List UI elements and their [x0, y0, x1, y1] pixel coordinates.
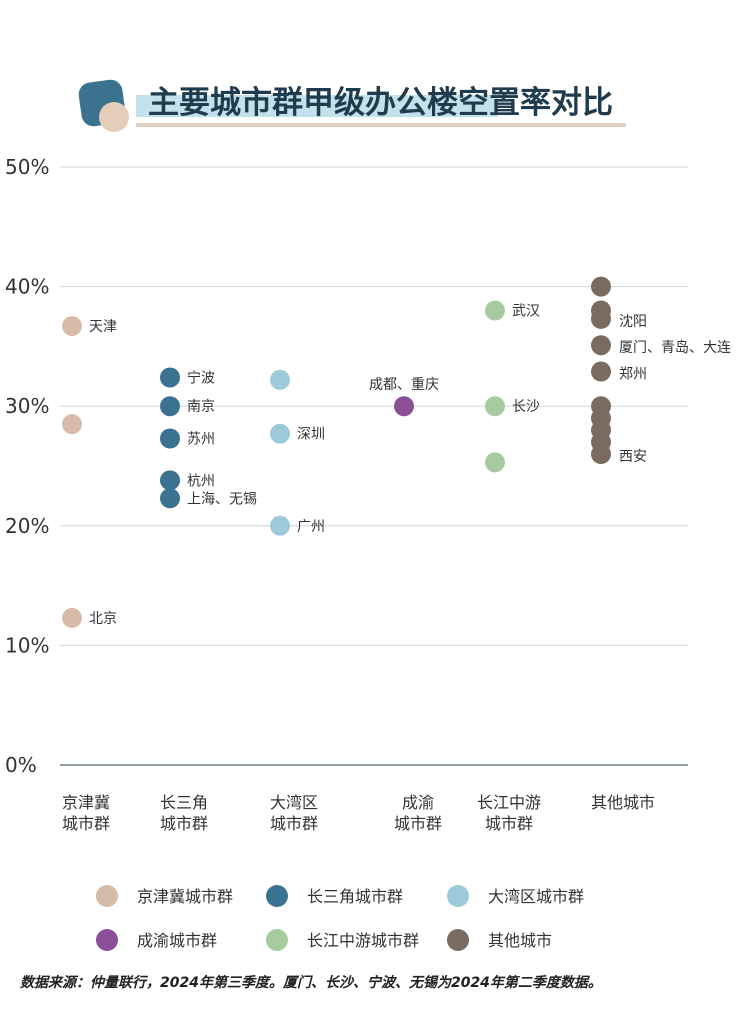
point-0-1: [62, 414, 82, 435]
point-0-0: [62, 316, 82, 337]
point-2-1: [270, 423, 290, 444]
legend-swatch-4: [266, 929, 288, 951]
point-label-2-2: 广州: [297, 519, 325, 535]
legend-label-4: 长江中游城市群: [307, 931, 419, 950]
point-label-5-2: 沈阳: [619, 314, 647, 330]
category-label-4-0: 长江中游: [477, 793, 541, 812]
legend-label-1: 长三角城市群: [307, 887, 403, 906]
y-axis: 0% 10% 20% 30% 40% 50%: [5, 155, 49, 777]
legend-label-5: 其他城市: [488, 931, 552, 950]
point-label-2-1: 深圳: [297, 427, 325, 443]
legend-swatch-3: [96, 929, 118, 951]
y-tick-label-4: 40%: [5, 275, 49, 299]
point-label-4-0: 武汉: [512, 304, 540, 320]
point-label-5-4: 郑州: [619, 367, 647, 383]
category-label-1-1: 城市群: [160, 814, 208, 833]
point-2-2: [270, 515, 290, 536]
point-1-3: [160, 470, 180, 491]
grid: [60, 166, 688, 766]
point-5-3: [591, 335, 611, 356]
point-5-0: [591, 276, 611, 297]
title-decoration: [78, 79, 626, 132]
point-5-4: [591, 361, 611, 382]
legend-label-3: 成渝城市群: [137, 931, 217, 950]
point-2-0: [270, 369, 290, 390]
category-label-0-0: 京津冀: [62, 793, 110, 812]
point-1-1: [160, 396, 180, 417]
legend-swatch-1: [266, 885, 288, 907]
legend-swatch-5: [447, 929, 469, 951]
legend-label-0: 京津冀城市群: [137, 887, 233, 906]
point-label-1-3: 杭州: [187, 473, 215, 489]
point-5-9: [591, 444, 611, 465]
point-label-1-1: 南京: [187, 399, 215, 415]
point-label-3-0: 成都、重庆: [369, 377, 439, 393]
category-label-3-0: 成渝: [402, 793, 434, 812]
category-label-0-1: 城市群: [62, 814, 110, 833]
legend-swatch-2: [447, 885, 469, 907]
point-1-2: [160, 428, 180, 449]
point-label-5-9: 西安: [619, 449, 647, 465]
point-1-0: [160, 367, 180, 388]
point-5-2: [591, 308, 611, 329]
category-label-4-1: 城市群: [485, 814, 533, 833]
point-label-1-0: 宁波: [187, 369, 215, 386]
point-1-4: [160, 488, 180, 509]
y-tick-label-2: 20%: [5, 514, 49, 538]
legend-label-2: 大湾区城市群: [488, 887, 584, 906]
point-4-1: [485, 396, 505, 417]
category-label-2-0: 大湾区: [270, 793, 318, 812]
legend-swatch-0: [96, 885, 118, 907]
point-label-4-1: 长沙: [512, 399, 540, 415]
point-3-0: [394, 396, 414, 417]
point-label-1-2: 苏州: [187, 431, 215, 447]
y-tick-label-0: 0%: [5, 753, 37, 777]
point-4-0: [485, 300, 505, 321]
y-tick-label-5: 50%: [5, 155, 49, 179]
point-4-2: [485, 452, 505, 473]
category-label-1-0: 长三角: [160, 793, 208, 812]
y-tick-label-1: 10%: [5, 633, 49, 657]
point-label-0-0: 天津: [89, 319, 117, 335]
x-axis: 京津冀城市群 长三角城市群 大湾区城市群 成渝城市群 长江中游城市群 其他城市: [62, 793, 655, 833]
source-note: 数据来源：仲量联行，2024年第三季度。厦门、长沙、宁波、无锡为2024年第二季…: [20, 974, 602, 991]
category-label-3-1: 城市群: [394, 814, 442, 833]
point-label-0-2: 北京: [89, 611, 117, 627]
category-label-2-1: 城市群: [270, 814, 318, 833]
point-label-1-4: 上海、无锡: [187, 491, 257, 507]
point-0-2: [62, 607, 82, 628]
category-label-5-0: 其他城市: [591, 793, 655, 812]
y-tick-label-3: 30%: [5, 394, 49, 418]
point-label-5-3: 厦门、青岛、大连: [619, 340, 731, 356]
chart-title: 主要城市群甲级办公楼空置率对比: [148, 85, 613, 121]
